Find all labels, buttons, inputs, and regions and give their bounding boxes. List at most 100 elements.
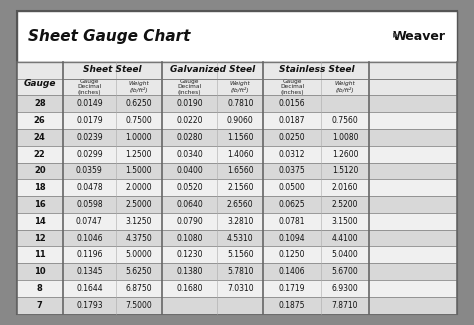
- Text: ▶: ▶: [393, 32, 398, 38]
- FancyBboxPatch shape: [17, 213, 457, 230]
- Text: 0.0625: 0.0625: [279, 200, 305, 209]
- FancyBboxPatch shape: [17, 246, 457, 263]
- Text: 0.0478: 0.0478: [76, 183, 103, 192]
- Text: 0.1644: 0.1644: [76, 284, 103, 293]
- FancyBboxPatch shape: [17, 112, 457, 129]
- FancyBboxPatch shape: [17, 196, 457, 213]
- Text: Gauge: Gauge: [24, 79, 56, 88]
- Text: 7: 7: [37, 301, 43, 310]
- Text: 18: 18: [34, 183, 46, 192]
- Text: 1.5000: 1.5000: [126, 166, 152, 176]
- Text: 26: 26: [34, 116, 46, 125]
- Text: Sheet Gauge Chart: Sheet Gauge Chart: [28, 29, 191, 44]
- Text: 0.1719: 0.1719: [279, 284, 305, 293]
- Text: 0.0250: 0.0250: [279, 133, 305, 142]
- Text: 0.1250: 0.1250: [279, 250, 305, 259]
- Text: 5.6700: 5.6700: [332, 267, 358, 276]
- Text: 1.2600: 1.2600: [332, 150, 358, 159]
- Text: 2.1560: 2.1560: [227, 183, 254, 192]
- Text: 0.1046: 0.1046: [76, 234, 103, 242]
- Text: 4.4100: 4.4100: [332, 234, 358, 242]
- FancyBboxPatch shape: [17, 280, 457, 297]
- Text: 5.6250: 5.6250: [126, 267, 152, 276]
- Text: 3.1500: 3.1500: [332, 217, 358, 226]
- FancyBboxPatch shape: [17, 263, 457, 280]
- Text: 10: 10: [34, 267, 46, 276]
- FancyBboxPatch shape: [17, 95, 457, 112]
- Text: 0.0156: 0.0156: [279, 99, 305, 108]
- Text: 0.0220: 0.0220: [176, 116, 203, 125]
- Text: 2.5200: 2.5200: [332, 200, 358, 209]
- Text: 1.0080: 1.0080: [332, 133, 358, 142]
- Text: 0.0640: 0.0640: [176, 200, 203, 209]
- Text: 28: 28: [34, 99, 46, 108]
- Text: 4.5310: 4.5310: [227, 234, 254, 242]
- Text: 1.4060: 1.4060: [227, 150, 254, 159]
- Text: 1.0000: 1.0000: [126, 133, 152, 142]
- Text: 14: 14: [34, 217, 46, 226]
- FancyBboxPatch shape: [17, 162, 457, 179]
- Text: 6.8750: 6.8750: [126, 284, 152, 293]
- Text: 5.0400: 5.0400: [332, 250, 358, 259]
- Text: 7.8710: 7.8710: [332, 301, 358, 310]
- Text: 0.6250: 0.6250: [126, 99, 152, 108]
- FancyBboxPatch shape: [17, 297, 457, 314]
- Text: 7.0310: 7.0310: [227, 284, 254, 293]
- Text: 0.0187: 0.0187: [279, 116, 305, 125]
- Text: 0.0179: 0.0179: [76, 116, 103, 125]
- Text: Weight
(lb/ft²): Weight (lb/ft²): [128, 81, 149, 93]
- Text: Weight
(lb/ft²): Weight (lb/ft²): [230, 81, 251, 93]
- Text: 0.1680: 0.1680: [176, 284, 203, 293]
- Text: 12: 12: [34, 234, 46, 242]
- Text: 2.5000: 2.5000: [126, 200, 152, 209]
- Text: 0.0312: 0.0312: [279, 150, 305, 159]
- FancyBboxPatch shape: [17, 62, 457, 95]
- Text: 8: 8: [37, 284, 43, 293]
- FancyBboxPatch shape: [17, 129, 457, 146]
- FancyBboxPatch shape: [17, 11, 457, 314]
- Text: 0.9060: 0.9060: [227, 116, 254, 125]
- Text: 0.0598: 0.0598: [76, 200, 103, 209]
- Text: 0.1094: 0.1094: [279, 234, 305, 242]
- Text: 0.0280: 0.0280: [176, 133, 203, 142]
- Text: 0.0500: 0.0500: [279, 183, 305, 192]
- Text: 3.1250: 3.1250: [126, 217, 152, 226]
- Text: 0.0299: 0.0299: [76, 150, 103, 159]
- Text: 11: 11: [34, 250, 46, 259]
- Text: 0.1196: 0.1196: [76, 250, 102, 259]
- Text: 5.0000: 5.0000: [126, 250, 152, 259]
- Text: 2.0000: 2.0000: [126, 183, 152, 192]
- Text: 0.0790: 0.0790: [176, 217, 203, 226]
- Text: 0.0340: 0.0340: [176, 150, 203, 159]
- Text: Gauge
Decimal
(inches): Gauge Decimal (inches): [280, 79, 304, 95]
- Text: 0.0359: 0.0359: [76, 166, 103, 176]
- Text: 0.1380: 0.1380: [176, 267, 203, 276]
- Text: Sheet Steel: Sheet Steel: [83, 65, 142, 74]
- Text: Gauge
Decimal
(inches): Gauge Decimal (inches): [77, 79, 101, 95]
- Text: 0.0190: 0.0190: [176, 99, 203, 108]
- Text: Galvanized Steel: Galvanized Steel: [170, 65, 255, 74]
- FancyBboxPatch shape: [17, 146, 457, 162]
- Text: 6.9300: 6.9300: [332, 284, 358, 293]
- Text: 20: 20: [34, 166, 46, 176]
- Text: 0.1793: 0.1793: [76, 301, 103, 310]
- Text: 0.7810: 0.7810: [227, 99, 254, 108]
- Text: 1.5120: 1.5120: [332, 166, 358, 176]
- Text: 16: 16: [34, 200, 46, 209]
- Text: 2.0160: 2.0160: [332, 183, 358, 192]
- Text: 5.1560: 5.1560: [227, 250, 254, 259]
- Text: 0.1080: 0.1080: [176, 234, 203, 242]
- Text: 0.1875: 0.1875: [279, 301, 305, 310]
- Text: 1.2500: 1.2500: [126, 150, 152, 159]
- Text: 22: 22: [34, 150, 46, 159]
- FancyBboxPatch shape: [17, 230, 457, 246]
- Text: Stainless Steel: Stainless Steel: [279, 65, 354, 74]
- FancyBboxPatch shape: [17, 11, 457, 62]
- Text: 0.1230: 0.1230: [176, 250, 203, 259]
- Text: Gauge
Decimal
(inches): Gauge Decimal (inches): [178, 79, 201, 95]
- FancyBboxPatch shape: [17, 179, 457, 196]
- Text: Weight
(lb/ft²): Weight (lb/ft²): [335, 81, 356, 93]
- Text: 1.6560: 1.6560: [227, 166, 254, 176]
- Text: 7.5000: 7.5000: [126, 301, 152, 310]
- Text: 0.0781: 0.0781: [279, 217, 305, 226]
